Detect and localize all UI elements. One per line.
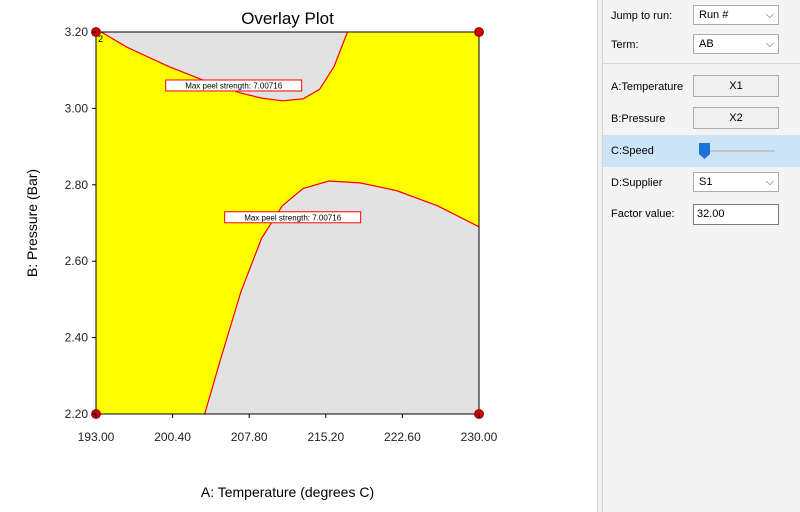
supplier-select[interactable]: S1 ⌵ bbox=[693, 172, 779, 192]
jump-to-run-label: Jump to run: bbox=[611, 10, 673, 22]
factor-value-label: Factor value: bbox=[611, 208, 675, 220]
y-tick-label: 2.60 bbox=[65, 254, 89, 268]
divider bbox=[603, 63, 800, 64]
term-label: Term: bbox=[611, 39, 639, 51]
factor-d-label: D:Supplier bbox=[611, 177, 663, 189]
overlay-plot: Max peel strength: 7.00716 Max peel stren… bbox=[24, 9, 498, 500]
contour-label: Max peel strength: 7.00716 bbox=[185, 81, 283, 90]
x-tick-label: 207.80 bbox=[231, 430, 268, 444]
y-tick-label: 2.20 bbox=[65, 407, 89, 421]
panel-splitter[interactable] bbox=[597, 0, 603, 512]
contour-label-box bbox=[224, 211, 362, 224]
factor-a-axis-button[interactable]: X1 bbox=[693, 75, 779, 97]
x-axis-title: A: Temperature (degrees C) bbox=[201, 484, 374, 500]
jump-to-run-row: Jump to run: Run # ⌵ bbox=[603, 0, 800, 32]
x-tick-label: 215.20 bbox=[307, 430, 344, 444]
plot-frame bbox=[95, 31, 480, 415]
term-value: AB bbox=[699, 38, 714, 50]
factor-a-label: A:Temperature bbox=[611, 81, 684, 93]
jump-to-run-select[interactable]: Run # ⌵ bbox=[693, 5, 779, 25]
factor-d-row: D:Supplier S1 ⌵ bbox=[603, 167, 800, 199]
speed-slider-thumb[interactable] bbox=[699, 143, 710, 159]
x-tick-label: 222.60 bbox=[384, 430, 421, 444]
factor-c-row[interactable]: C:Speed bbox=[603, 135, 800, 167]
chevron-down-icon: ⌵ bbox=[765, 9, 774, 21]
jump-to-run-value: Run # bbox=[699, 9, 729, 21]
contour-label-box bbox=[165, 79, 303, 92]
factor-value-input[interactable]: 32.00 bbox=[693, 204, 779, 225]
x-tick-label: 230.00 bbox=[461, 430, 498, 444]
x-tick-label: 200.40 bbox=[154, 430, 191, 444]
chart-title: Overlay Plot bbox=[241, 9, 334, 28]
factor-value-row: Factor value: 32.00 bbox=[603, 198, 800, 230]
infeasible-region-bottom bbox=[204, 181, 479, 414]
x-tick-label: 193.00 bbox=[78, 430, 115, 444]
contour-line bbox=[100, 31, 349, 102]
design-point-label: 2 bbox=[98, 34, 103, 44]
factor-b-axis-button[interactable]: X2 bbox=[693, 107, 779, 129]
contour-line bbox=[204, 180, 480, 415]
term-row: Term: AB ⌵ bbox=[603, 29, 800, 61]
design-point bbox=[474, 27, 484, 37]
chevron-down-icon: ⌵ bbox=[765, 176, 774, 188]
supplier-value: S1 bbox=[699, 176, 713, 188]
chevron-down-icon: ⌵ bbox=[765, 38, 774, 50]
y-tick-label: 2.80 bbox=[65, 178, 89, 192]
contour-label: Max peel strength: 7.00716 bbox=[244, 213, 342, 222]
y-tick-label: 2.40 bbox=[65, 331, 89, 345]
factors-panel: Jump to run: Run # ⌵ Term: AB ⌵ A:Temper… bbox=[603, 0, 800, 512]
speed-slider-track[interactable] bbox=[707, 150, 775, 152]
plot-svg: Max peel strength: 7.00716 Max peel stren… bbox=[24, 9, 498, 500]
factor-c-label: C:Speed bbox=[611, 145, 654, 157]
factor-b-row: B:Pressure X2 bbox=[603, 103, 800, 135]
factor-b-label: B:Pressure bbox=[611, 113, 666, 125]
term-select[interactable]: AB ⌵ bbox=[693, 34, 779, 54]
factor-a-row: A:Temperature X1 bbox=[603, 71, 800, 103]
y-tick-label: 3.20 bbox=[65, 25, 89, 39]
y-axis-title: B: Pressure (Bar) bbox=[24, 169, 40, 277]
y-tick-label: 3.00 bbox=[65, 101, 89, 115]
